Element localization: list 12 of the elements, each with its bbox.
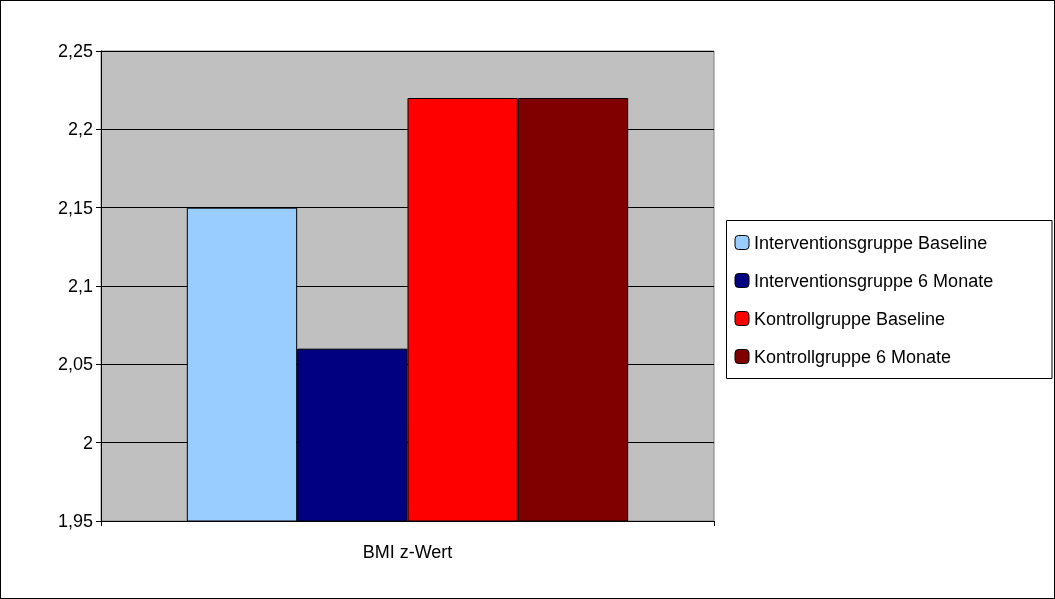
y-tick-label: 2,25: [57, 41, 93, 61]
y-tick-label: 2,2: [67, 119, 93, 140]
y-tick-label: 2: [82, 432, 93, 453]
legend-label: Interventionsgruppe 6 Monate: [754, 270, 994, 291]
legend-label: Kontrollgruppe 6 Monate: [754, 346, 952, 367]
y-tick-label: 1,95: [57, 511, 93, 531]
y-tick-label: 2,1: [67, 276, 93, 296]
y-tick-label: 2,05: [57, 354, 93, 375]
legend-label: Kontrollgruppe Baseline: [754, 308, 946, 329]
y-tick-label: 2,15: [57, 197, 93, 218]
legend-label: Interventionsgruppe Baseline: [754, 232, 988, 253]
x-tick-label: BMI z-Wert: [362, 542, 453, 562]
